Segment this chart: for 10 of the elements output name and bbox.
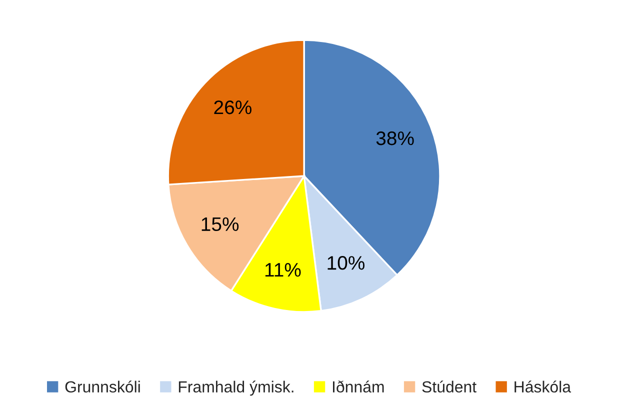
- data-label: 38%: [376, 131, 414, 146]
- legend-label: Grunnskóli: [65, 380, 140, 393]
- legend-label: Iðnnám: [332, 380, 384, 393]
- legend-label: Framhald ýmisk.: [178, 380, 294, 396]
- legend-label: Stúdent: [422, 380, 476, 393]
- data-label: 26%: [214, 100, 252, 114]
- data-label: 10%: [328, 256, 364, 270]
- legend-label: Háskóla: [514, 380, 572, 393]
- data-label: 11%: [265, 263, 301, 277]
- data-label: 15%: [202, 217, 239, 232]
